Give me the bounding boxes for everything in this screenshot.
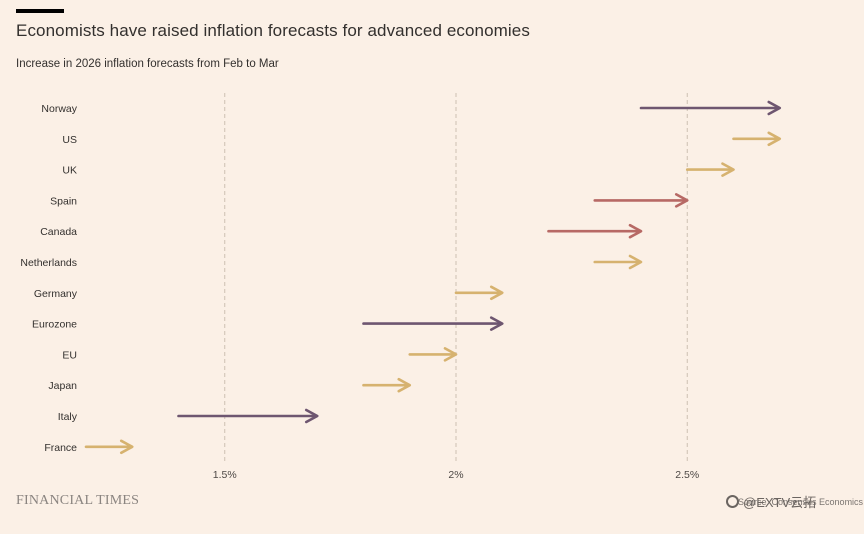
ft-logo: FINANCIAL TIMES bbox=[16, 493, 140, 508]
category-label: Spain bbox=[50, 195, 77, 207]
category-label: Japan bbox=[48, 380, 77, 392]
arrow-head bbox=[397, 377, 412, 393]
category-label: Norway bbox=[41, 103, 77, 115]
arrow-head bbox=[767, 100, 782, 116]
watermark: @EXTV云拓 bbox=[726, 492, 816, 511]
chart-subtitle: Increase in 2026 inflation forecasts fro… bbox=[16, 58, 279, 70]
category-label: Canada bbox=[40, 226, 77, 238]
category-label: France bbox=[44, 442, 77, 454]
category-label: UK bbox=[62, 165, 77, 177]
arrow-head bbox=[674, 193, 689, 208]
category-label: EU bbox=[62, 349, 77, 361]
category-label: Eurozone bbox=[32, 319, 77, 331]
category-label: US bbox=[62, 134, 77, 146]
arrow-head bbox=[628, 223, 643, 239]
watermark-icon bbox=[726, 495, 739, 508]
category-label: Italy bbox=[58, 411, 78, 423]
arrow-head bbox=[119, 439, 134, 455]
chart-title: Economists have raised inflation forecas… bbox=[16, 21, 530, 40]
arrow-head bbox=[304, 408, 319, 424]
arrow-head bbox=[628, 254, 643, 270]
category-label: Netherlands bbox=[20, 257, 77, 269]
arrow-head bbox=[721, 162, 735, 177]
x-tick-label: 2% bbox=[448, 469, 463, 481]
arrow-head bbox=[767, 131, 782, 147]
watermark-text: @EXTV云拓 bbox=[743, 495, 817, 510]
x-tick-label: 1.5% bbox=[213, 469, 237, 481]
arrow-head bbox=[443, 347, 458, 362]
x-tick-label: 2.5% bbox=[675, 469, 699, 481]
ft-top-rule bbox=[16, 9, 64, 13]
arrow-head bbox=[489, 316, 504, 331]
source-note: Source: Consensus Economics bbox=[738, 497, 864, 507]
category-label: Germany bbox=[34, 288, 78, 300]
arrow-head bbox=[489, 285, 504, 301]
